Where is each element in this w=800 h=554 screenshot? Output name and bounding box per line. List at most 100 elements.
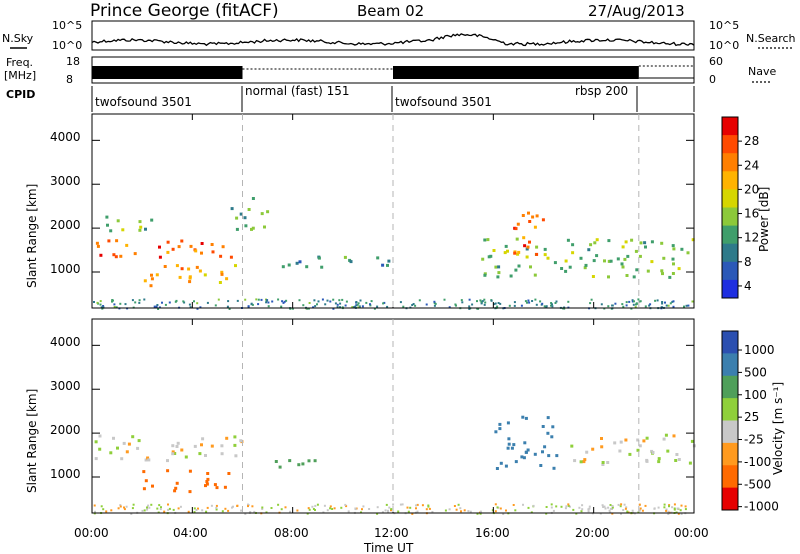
data-cell [298,260,302,264]
data-cell [529,265,532,269]
noise-cell [572,508,575,511]
data-cell [591,275,595,278]
noise-cell [520,304,523,307]
cpid-segment-2: normal (fast) 151 [245,84,349,98]
data-cell [668,275,672,279]
data-cell [107,239,111,243]
power-colorbar-swatch [722,243,738,263]
data-cell [592,259,596,263]
power-colorbar-swatch [722,171,738,190]
data-cell [504,464,508,468]
data-cell [507,437,511,441]
velocity-colorbar: 1000 500 100 25 -25 -100 -500 -1000 Velocity [m… [721,330,785,514]
noise-cell [411,304,414,306]
noise-cell [285,299,288,302]
noise-cell [668,504,671,507]
noise-cell [156,304,159,306]
data-cell [620,262,624,266]
noise-cell [673,503,676,506]
noise-cell [307,307,310,310]
noise-cell [663,503,666,506]
noise-cell [619,505,622,508]
noise-cell [111,299,114,301]
noise-cell [552,509,555,512]
data-cell [95,241,99,245]
noise-cell [324,303,327,306]
noise-cell [227,509,230,512]
data-cell [672,262,675,266]
data-cell [146,456,150,460]
noise-cell [434,302,437,305]
data-cell [583,266,587,270]
data-cell [205,480,209,483]
data-cell [173,489,177,493]
noise-cell [649,303,652,306]
noise-cell [630,307,633,310]
noise-cell [575,512,578,515]
data-cell [233,435,237,439]
freq-strip: Freq. [MHz] 18 8 60 0 Nave [4,55,776,86]
noise-cell [334,302,337,305]
noise-cell [267,305,270,308]
noise-cell [455,508,458,511]
data-cell [514,460,518,464]
data-cell [495,467,499,470]
noise-cell [684,505,687,508]
noise-cell [123,506,125,509]
noise-cell [425,303,428,306]
noise-cell [277,298,280,301]
noise-cell [522,503,524,506]
noise-cell [550,506,553,509]
data-cell [121,228,125,232]
noise-cell [453,505,456,507]
noise-cell [668,505,670,508]
noise-cell [494,510,497,513]
data-cell [307,459,311,463]
data-cell [642,439,646,443]
data-cell [626,254,630,258]
data-cell [203,273,207,277]
noise-cell [102,305,105,307]
freq-band [92,66,243,79]
noise-cell [402,305,405,308]
noise-cell [339,306,341,309]
data-cell [229,255,233,259]
noise-cell [102,508,105,511]
data-cell [677,267,681,271]
noise-cell [455,304,457,307]
data-cell [546,416,550,420]
noise-cell [427,504,430,507]
data-cell [560,267,564,270]
noise-cell [390,509,392,512]
data-cell [512,443,516,447]
data-cell [386,263,389,267]
data-cell [587,248,591,252]
data-cell [671,272,675,275]
noise-cell [665,509,668,512]
data-cell [552,466,556,470]
noise-cell [589,302,592,305]
noise-cell [637,298,640,301]
noise-cell [578,506,581,509]
noise-cell [541,302,544,305]
noise-cell [376,512,379,515]
noise-cell [543,305,546,308]
noise-cell [267,301,270,304]
noise-cell [369,303,371,306]
data-cell [109,451,113,455]
noise-cell [564,507,567,510]
noise-cell [679,509,682,512]
data-cell [94,440,98,444]
noise-cell [282,301,285,304]
data-cell [638,254,642,258]
noise-cell [496,506,499,509]
beam-label: Beam 02 [357,2,424,20]
noise-cell [672,300,675,303]
data-cell [215,486,219,490]
noise-cell [314,305,317,308]
data-cell [139,225,143,229]
noise-cell [158,504,161,507]
noise-cell [631,509,634,512]
data-cell [621,265,625,269]
noise-cell [100,505,103,508]
